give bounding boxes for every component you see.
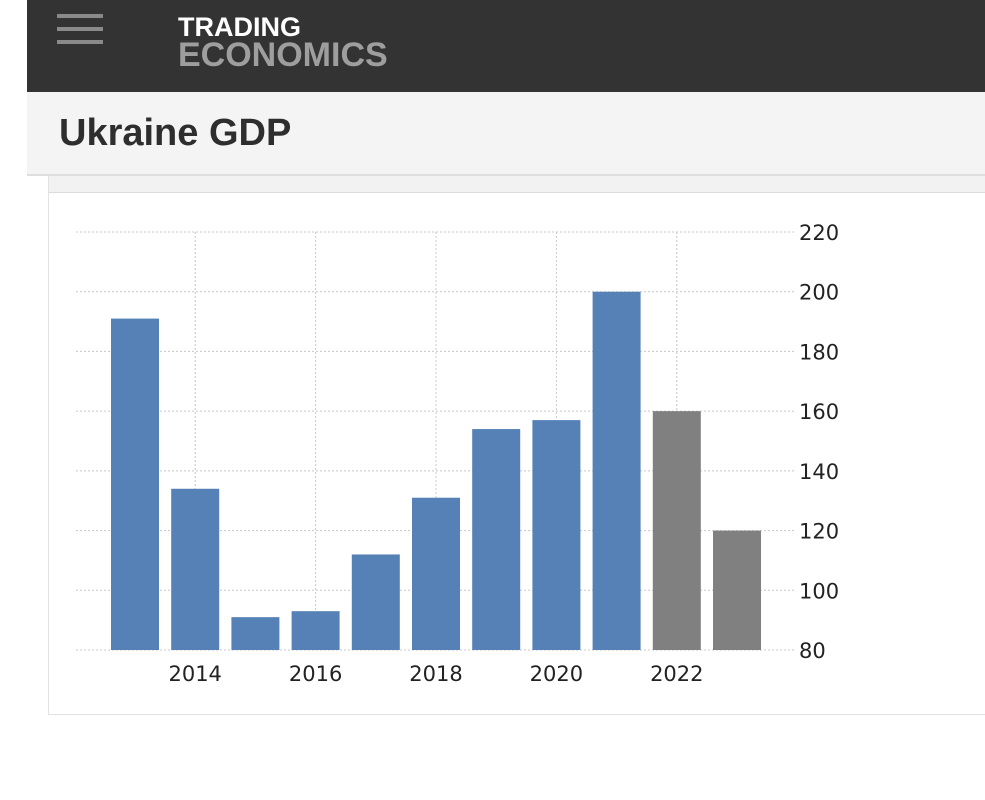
y-tick-label: 120 <box>799 520 839 544</box>
x-tick-label: 2018 <box>409 662 462 686</box>
logo-word-economics: ECONOMICS <box>178 36 388 74</box>
x-tick-label: 2022 <box>650 662 703 686</box>
y-tick-label: 200 <box>799 281 839 305</box>
x-tick-label: 2014 <box>168 662 221 686</box>
bar-2022[interactable] <box>652 411 701 650</box>
page-title-bar: Ukraine GDP <box>27 92 985 176</box>
bar-2017[interactable] <box>351 554 400 650</box>
trading-economics-logo[interactable]: TRADING ECONOMICS <box>178 12 388 74</box>
page-title: Ukraine GDP <box>59 112 292 154</box>
top-navigation-bar: TRADING ECONOMICS <box>27 0 985 92</box>
bar-2019[interactable] <box>472 429 521 650</box>
y-tick-label: 180 <box>799 340 839 364</box>
y-tick-label: 80 <box>799 639 826 663</box>
chart-panel-top-edge <box>49 176 985 193</box>
gdp-bar-chart[interactable]: 80 100 120 140 160 180 200 220 2014 2016 2018 2020 2… <box>49 176 985 714</box>
y-tick-label: 160 <box>799 400 839 424</box>
bar-2023[interactable] <box>713 530 761 650</box>
bar-2016[interactable] <box>291 611 340 650</box>
bar-2021[interactable] <box>592 291 641 650</box>
bar-2014[interactable] <box>171 488 220 650</box>
bar-2018[interactable] <box>412 497 460 650</box>
y-tick-label: 140 <box>799 460 839 484</box>
bar-2020[interactable] <box>532 420 581 650</box>
logo-word-trading: TRADING <box>178 12 301 42</box>
x-tick-label: 2016 <box>289 662 342 686</box>
bar-2015[interactable] <box>231 617 280 650</box>
y-tick-label: 220 <box>799 221 839 245</box>
menu-line <box>57 40 103 44</box>
menu-line <box>57 14 103 18</box>
hamburger-menu-icon[interactable] <box>57 14 105 46</box>
chart-panel: 80 100 120 140 160 180 200 220 2014 2016 2018 2020 2… <box>48 176 985 715</box>
y-tick-label: 100 <box>799 579 839 603</box>
menu-line <box>57 27 103 31</box>
bar-2013[interactable] <box>111 318 159 650</box>
x-tick-label: 2020 <box>530 662 583 686</box>
